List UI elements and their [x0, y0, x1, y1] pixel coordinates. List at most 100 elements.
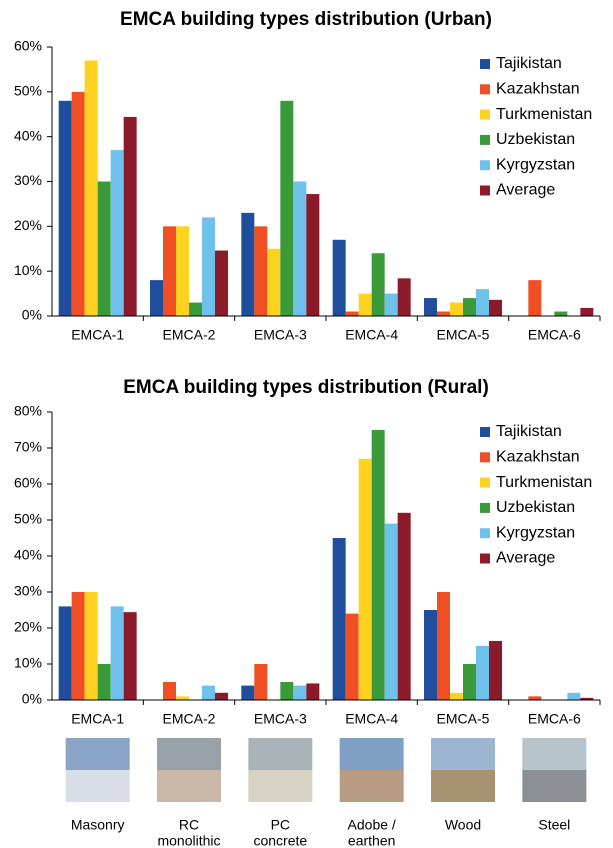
bar [293, 685, 307, 700]
y-tick-label: 10% [14, 655, 42, 671]
photo-sky [339, 738, 404, 770]
bar [528, 696, 542, 700]
x-tick-label: EMCA-6 [528, 327, 581, 343]
bar [97, 664, 111, 700]
bar [554, 311, 568, 316]
y-tick-label: 20% [14, 217, 42, 233]
bar [489, 640, 502, 700]
legend-swatch [480, 84, 490, 95]
legend-label: Kazakhstan [496, 449, 580, 466]
legend-swatch [480, 109, 490, 120]
bar [202, 685, 215, 700]
photo-caption: RC [179, 817, 199, 833]
x-tick-label: EMCA-4 [345, 327, 398, 343]
y-tick-label: 0% [22, 691, 42, 707]
bar [450, 302, 463, 316]
x-tick-label: EMCA-3 [254, 327, 307, 343]
y-tick-label: 50% [14, 83, 42, 99]
photo-sky [248, 738, 313, 770]
bar [397, 512, 411, 700]
photo-caption: earthen [348, 833, 395, 848]
y-tick-label: 0% [22, 307, 42, 323]
photo-sky [65, 738, 130, 770]
legend-swatch [480, 477, 490, 488]
bar [254, 226, 268, 316]
bar [71, 592, 85, 700]
legend-label: Turkmenistan [496, 474, 592, 491]
bar [332, 538, 346, 700]
legend-swatch [480, 59, 490, 69]
bar [150, 280, 163, 316]
bar [176, 696, 189, 700]
bar [424, 610, 437, 700]
bar [384, 523, 398, 700]
legend-label: Turkmenistan [496, 106, 592, 123]
legend-label: Uzbekistan [496, 499, 575, 516]
bar [71, 91, 85, 316]
y-tick-label: 30% [14, 172, 42, 188]
bar [476, 646, 489, 700]
bar [580, 307, 594, 316]
legend-swatch [480, 134, 490, 145]
photo-sky [157, 738, 221, 770]
photo-ground [339, 770, 404, 802]
legend-swatch [480, 185, 490, 196]
bar [58, 606, 72, 700]
bar [358, 458, 372, 700]
legend-swatch [480, 502, 490, 513]
bar [215, 250, 228, 316]
legend-swatch [480, 553, 490, 564]
bar [528, 280, 542, 316]
photo-ground [431, 770, 495, 802]
bar [241, 685, 255, 700]
legend-swatch [480, 452, 490, 463]
bar [202, 217, 215, 316]
bar [437, 311, 450, 316]
y-tick-label: 10% [14, 262, 42, 278]
bar [450, 692, 463, 700]
y-tick-label: 50% [14, 511, 42, 527]
bar [254, 664, 268, 700]
x-tick-label: EMCA-5 [437, 327, 490, 343]
bar [123, 612, 137, 700]
photo-caption: Wood [445, 817, 481, 833]
x-tick-label: EMCA-5 [437, 711, 490, 727]
photo-sky [522, 738, 587, 770]
photo-caption: Adobe / [348, 817, 396, 833]
photo-caption: Steel [538, 817, 570, 833]
bar [424, 298, 437, 316]
bar [97, 181, 111, 316]
bar [437, 592, 450, 700]
bar [332, 239, 346, 316]
photo-ground [65, 770, 130, 802]
bar [397, 278, 411, 316]
y-tick-label: 60% [14, 475, 42, 491]
bar [463, 298, 476, 316]
legend-label: Tajikistan [496, 55, 562, 72]
legend-label: Kyrgyzstan [496, 156, 575, 173]
bar [371, 430, 385, 700]
photo-ground [248, 770, 313, 802]
bar [58, 100, 72, 316]
photo-ground [522, 770, 587, 802]
x-tick-label: EMCA-3 [254, 711, 307, 727]
bar [463, 664, 476, 700]
legend-label: Average [496, 550, 555, 567]
chart-title: EMCA building types distribution (Urban) [120, 9, 492, 30]
bar [345, 311, 359, 316]
chart-title: EMCA building types distribution (Rural) [123, 377, 489, 398]
x-tick-label: EMCA-4 [345, 711, 398, 727]
bar [580, 697, 594, 700]
y-tick-label: 40% [14, 547, 42, 563]
y-tick-label: 20% [14, 619, 42, 635]
legend-swatch [480, 160, 490, 171]
bar [371, 253, 385, 316]
bar [345, 613, 359, 700]
legend-swatch [480, 427, 490, 437]
bar [110, 606, 124, 700]
x-tick-label: EMCA-1 [71, 327, 124, 343]
bar [84, 60, 98, 317]
bar [567, 692, 581, 700]
y-tick-label: 80% [14, 403, 42, 419]
